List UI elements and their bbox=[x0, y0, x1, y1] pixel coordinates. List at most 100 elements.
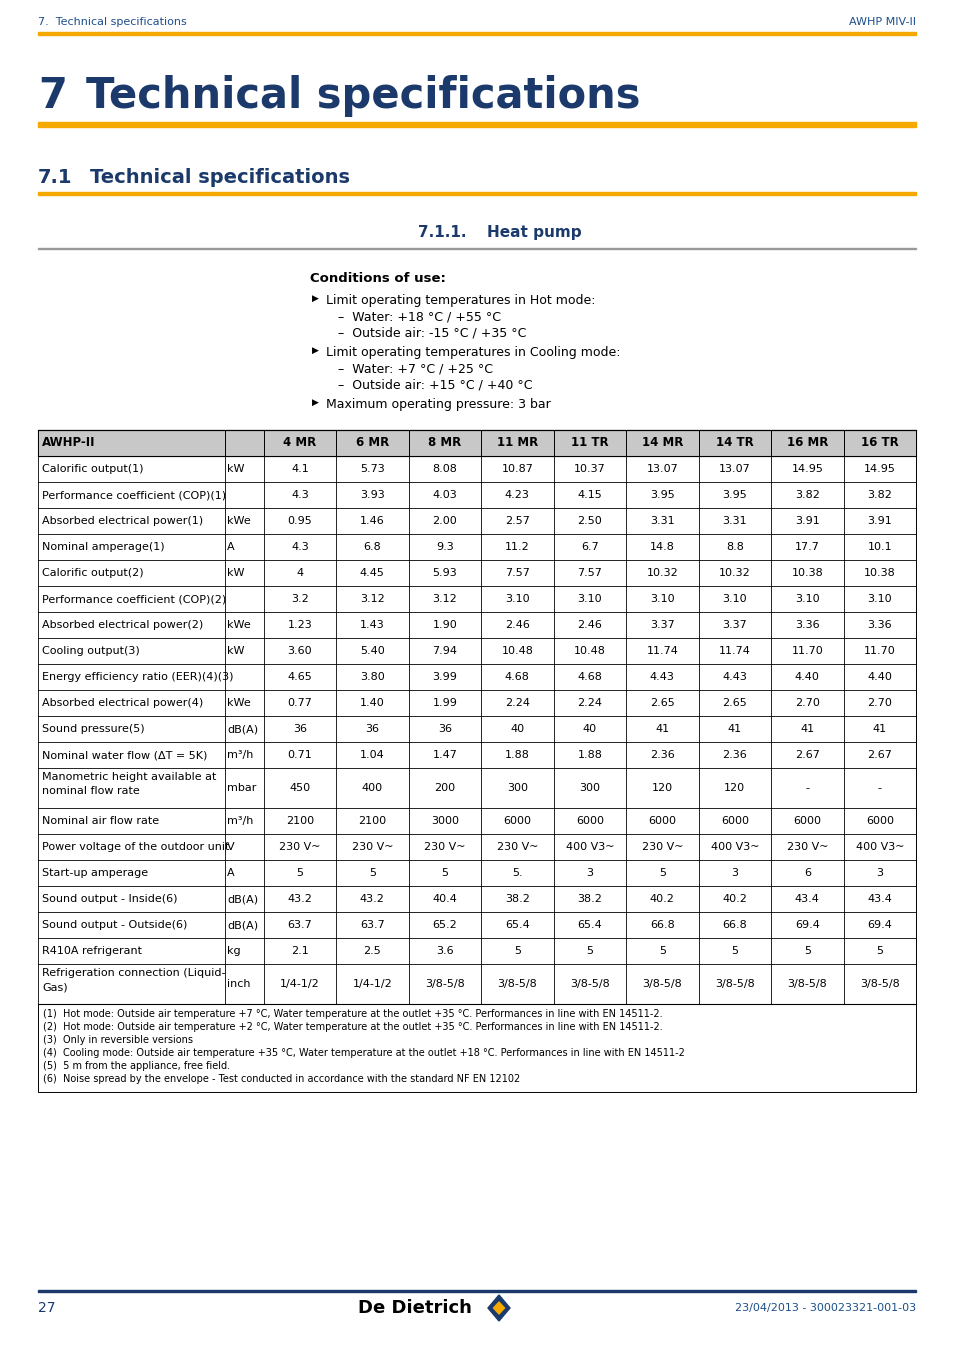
Text: 40: 40 bbox=[510, 724, 524, 734]
Text: kW: kW bbox=[227, 647, 245, 656]
Text: 14 MR: 14 MR bbox=[641, 436, 682, 450]
Bar bbox=[38, 192, 915, 194]
Text: 43.2: 43.2 bbox=[287, 894, 312, 904]
Text: 65.4: 65.4 bbox=[577, 919, 601, 930]
Text: 17.7: 17.7 bbox=[794, 541, 819, 552]
Text: Absorbed electrical power(2): Absorbed electrical power(2) bbox=[42, 620, 203, 630]
Text: 1.23: 1.23 bbox=[287, 620, 312, 630]
Text: 5: 5 bbox=[659, 946, 665, 956]
Text: 2.36: 2.36 bbox=[649, 751, 674, 760]
Text: 1.88: 1.88 bbox=[504, 751, 529, 760]
Text: 3/8-5/8: 3/8-5/8 bbox=[714, 979, 754, 990]
Text: 3.10: 3.10 bbox=[866, 594, 891, 603]
Text: 3.10: 3.10 bbox=[649, 594, 674, 603]
Text: 5.: 5. bbox=[512, 868, 522, 878]
Text: –  Water: +18 °C / +55 °C: – Water: +18 °C / +55 °C bbox=[337, 310, 500, 324]
Text: 4.65: 4.65 bbox=[287, 672, 312, 682]
Text: 0.77: 0.77 bbox=[287, 698, 312, 707]
Text: 4.40: 4.40 bbox=[866, 672, 891, 682]
Text: 5: 5 bbox=[803, 946, 810, 956]
Text: 36: 36 bbox=[293, 724, 307, 734]
Text: (4)  Cooling mode: Outside air temperature +35 °C, Water temperature at the outl: (4) Cooling mode: Outside air temperatur… bbox=[43, 1048, 684, 1058]
Text: 3.10: 3.10 bbox=[721, 594, 746, 603]
Text: 6.8: 6.8 bbox=[363, 541, 381, 552]
Text: 8.8: 8.8 bbox=[725, 541, 743, 552]
Text: kW: kW bbox=[227, 464, 245, 474]
Text: Nominal amperage(1): Nominal amperage(1) bbox=[42, 541, 165, 552]
Text: 230 V~: 230 V~ bbox=[352, 842, 393, 852]
Text: 65.2: 65.2 bbox=[432, 919, 456, 930]
Text: 23/04/2013 - 300023321-001-03: 23/04/2013 - 300023321-001-03 bbox=[734, 1303, 915, 1314]
Text: 1.99: 1.99 bbox=[432, 698, 456, 707]
Text: kWe: kWe bbox=[227, 516, 251, 526]
Text: 300: 300 bbox=[506, 783, 527, 792]
Text: Nominal air flow rate: Nominal air flow rate bbox=[42, 815, 159, 826]
Text: 65.4: 65.4 bbox=[504, 919, 529, 930]
Text: 10.37: 10.37 bbox=[574, 464, 605, 474]
Text: 36: 36 bbox=[437, 724, 452, 734]
Text: Cooling output(3): Cooling output(3) bbox=[42, 647, 139, 656]
Text: ▶: ▶ bbox=[312, 398, 318, 406]
Text: 2.57: 2.57 bbox=[504, 516, 529, 526]
Text: 27: 27 bbox=[38, 1301, 55, 1315]
Text: 1.40: 1.40 bbox=[359, 698, 384, 707]
Text: 5: 5 bbox=[659, 868, 665, 878]
Text: 11.74: 11.74 bbox=[646, 647, 678, 656]
Text: 3: 3 bbox=[586, 868, 593, 878]
Text: 3.82: 3.82 bbox=[794, 490, 819, 500]
Text: 3.12: 3.12 bbox=[432, 594, 456, 603]
Text: -: - bbox=[877, 783, 881, 792]
Text: 5: 5 bbox=[441, 868, 448, 878]
Text: 2.65: 2.65 bbox=[721, 698, 746, 707]
Text: 1.88: 1.88 bbox=[577, 751, 601, 760]
Text: 3.60: 3.60 bbox=[287, 647, 312, 656]
Text: 41: 41 bbox=[872, 724, 886, 734]
Text: nominal flow rate: nominal flow rate bbox=[42, 786, 139, 796]
Text: 3.10: 3.10 bbox=[577, 594, 601, 603]
Text: 3/8-5/8: 3/8-5/8 bbox=[641, 979, 681, 990]
Text: 16 TR: 16 TR bbox=[860, 436, 898, 450]
Text: Absorbed electrical power(1): Absorbed electrical power(1) bbox=[42, 516, 203, 526]
Text: 11.70: 11.70 bbox=[791, 647, 822, 656]
Text: 6000: 6000 bbox=[865, 815, 893, 826]
Text: 14.8: 14.8 bbox=[649, 541, 674, 552]
Text: R410A refrigerant: R410A refrigerant bbox=[42, 946, 142, 956]
Text: 2.1: 2.1 bbox=[291, 946, 309, 956]
Text: Absorbed electrical power(4): Absorbed electrical power(4) bbox=[42, 698, 203, 707]
Text: 3.80: 3.80 bbox=[359, 672, 384, 682]
Text: 7.1: 7.1 bbox=[38, 167, 72, 188]
Text: 3/8-5/8: 3/8-5/8 bbox=[859, 979, 899, 990]
Text: 6000: 6000 bbox=[793, 815, 821, 826]
Text: Manometric height available at: Manometric height available at bbox=[42, 772, 216, 782]
Text: 5.73: 5.73 bbox=[359, 464, 384, 474]
Text: –  Outside air: +15 °C / +40 °C: – Outside air: +15 °C / +40 °C bbox=[337, 378, 532, 392]
Text: Refrigeration connection (Liquid-: Refrigeration connection (Liquid- bbox=[42, 968, 225, 977]
Bar bbox=[38, 1004, 915, 1092]
Text: Power voltage of the outdoor unit: Power voltage of the outdoor unit bbox=[42, 842, 229, 852]
Text: 1.90: 1.90 bbox=[432, 620, 456, 630]
Text: ▶: ▶ bbox=[312, 346, 318, 355]
Text: 4 MR: 4 MR bbox=[283, 436, 316, 450]
Text: 3.95: 3.95 bbox=[649, 490, 674, 500]
Text: 230 V~: 230 V~ bbox=[497, 842, 537, 852]
Polygon shape bbox=[493, 1301, 504, 1314]
Text: Sound output - Inside(6): Sound output - Inside(6) bbox=[42, 894, 177, 904]
Text: 7.57: 7.57 bbox=[577, 568, 601, 578]
Text: 3/8-5/8: 3/8-5/8 bbox=[424, 979, 464, 990]
Text: 4.43: 4.43 bbox=[721, 672, 746, 682]
Text: (6)  Noise spread by the envelope - Test conducted in accordance with the standa: (6) Noise spread by the envelope - Test … bbox=[43, 1075, 519, 1084]
Text: 10.48: 10.48 bbox=[501, 647, 533, 656]
Text: 5: 5 bbox=[586, 946, 593, 956]
Text: 10.48: 10.48 bbox=[574, 647, 605, 656]
Text: 11 MR: 11 MR bbox=[497, 436, 537, 450]
Text: 3.91: 3.91 bbox=[866, 516, 891, 526]
Text: De Dietrich: De Dietrich bbox=[357, 1299, 472, 1318]
Text: 5: 5 bbox=[876, 946, 882, 956]
Text: Nominal water flow (ΔT = 5K): Nominal water flow (ΔT = 5K) bbox=[42, 751, 207, 760]
Text: (5)  5 m from the appliance, free field.: (5) 5 m from the appliance, free field. bbox=[43, 1061, 230, 1071]
Text: 230 V~: 230 V~ bbox=[279, 842, 320, 852]
Text: 3/8-5/8: 3/8-5/8 bbox=[786, 979, 826, 990]
Text: AWHP MIV-II: AWHP MIV-II bbox=[848, 18, 915, 27]
Text: 8.08: 8.08 bbox=[432, 464, 456, 474]
Text: 3: 3 bbox=[876, 868, 882, 878]
